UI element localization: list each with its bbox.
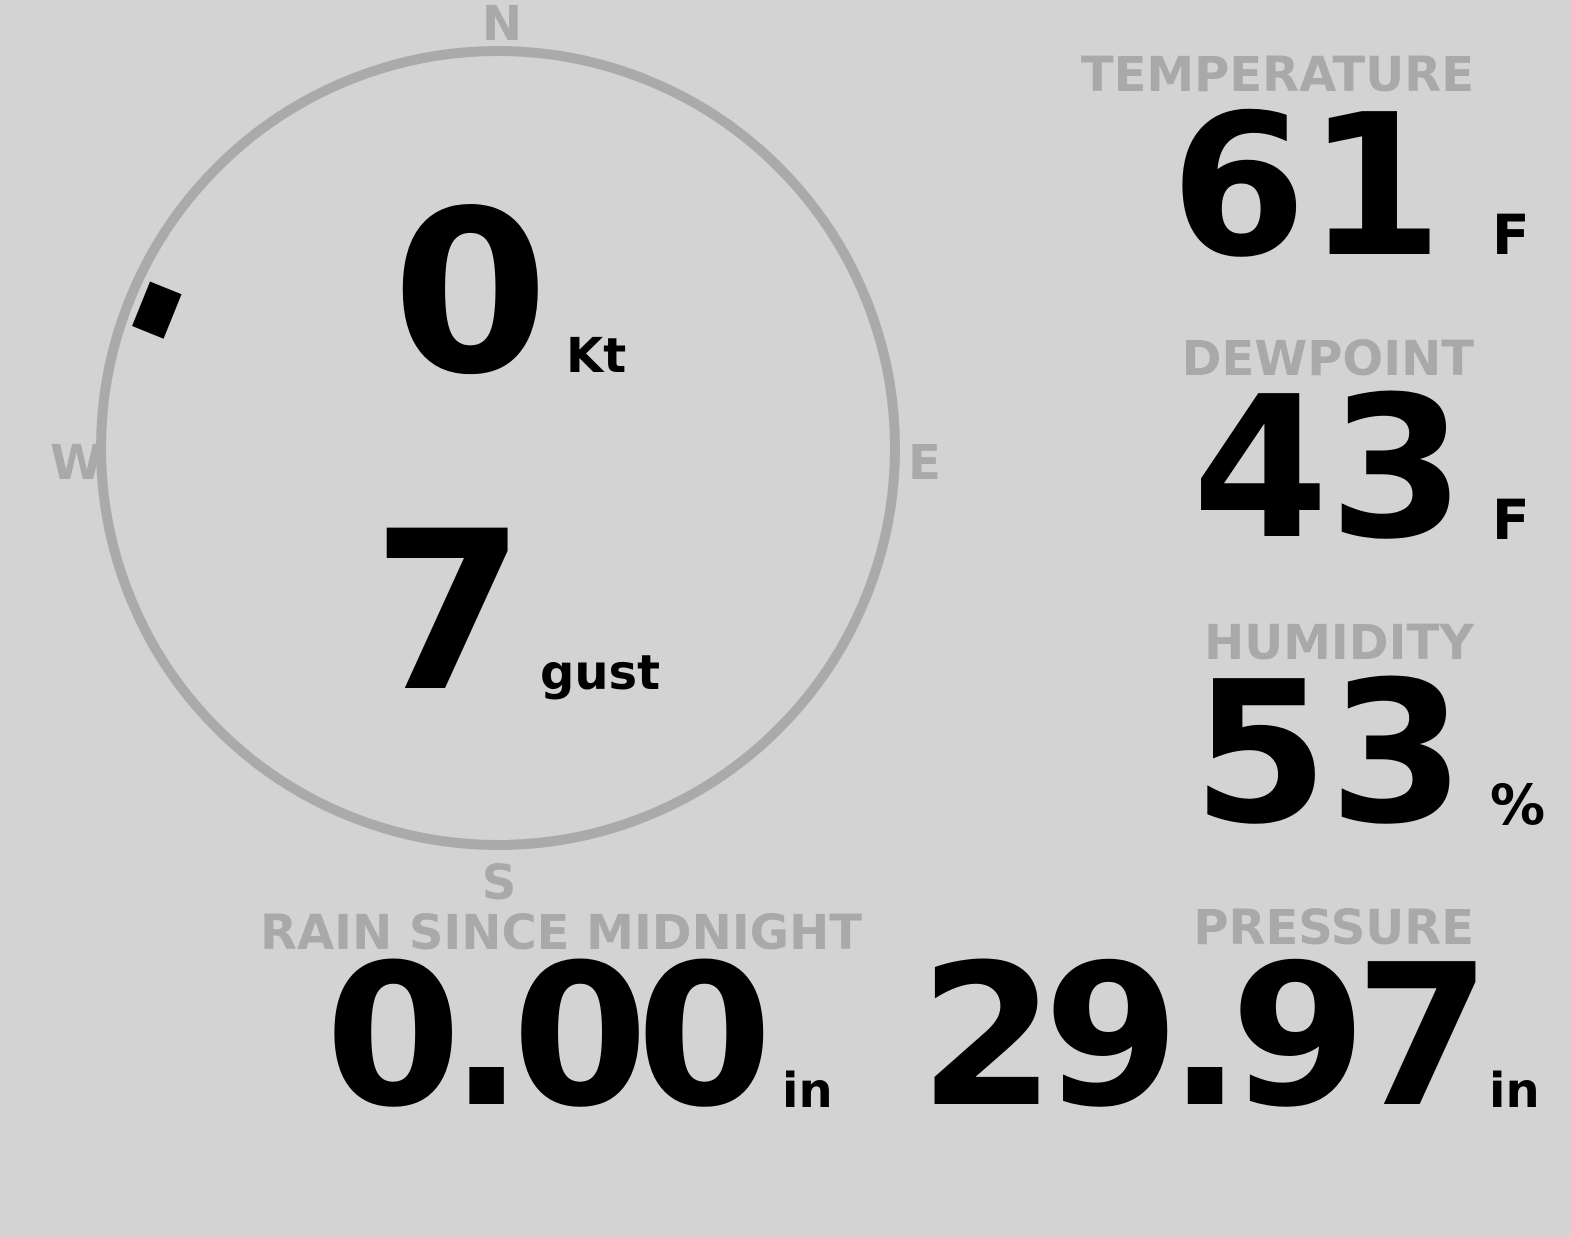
rain-unit: in [782,1063,833,1119]
compass-south-label: S [481,855,517,911]
compass-ring [96,46,900,850]
rain-label: RAIN SINCE MIDNIGHT [260,905,862,961]
dewpoint-value: 43 [1192,355,1465,583]
temperature-value: 61 [1170,73,1443,301]
wind-gust-value: 7 [372,484,526,740]
compass-east-label: E [908,435,941,491]
temperature-label: TEMPERATURE [1080,47,1474,103]
wind-direction-marker [132,281,182,339]
humidity-value: 53 [1192,640,1465,868]
compass-west-label: W [50,435,103,491]
wind-gust-unit: gust [540,645,661,701]
wind-speed-value: 0 [392,163,549,425]
pressure-value: 29.97 [919,923,1491,1151]
pressure-unit: in [1489,1063,1540,1119]
temperature-unit: F [1492,203,1530,267]
wind-speed-unit: Kt [566,328,627,384]
humidity-unit: % [1490,773,1546,837]
compass-north-label: N [481,0,523,52]
dewpoint-unit: F [1492,488,1530,552]
humidity-label: HUMIDITY [1204,615,1474,671]
rain-value: 0.00 [325,923,773,1151]
pressure-label: PRESSURE [1193,900,1474,956]
dewpoint-label: DEWPOINT [1181,331,1474,387]
